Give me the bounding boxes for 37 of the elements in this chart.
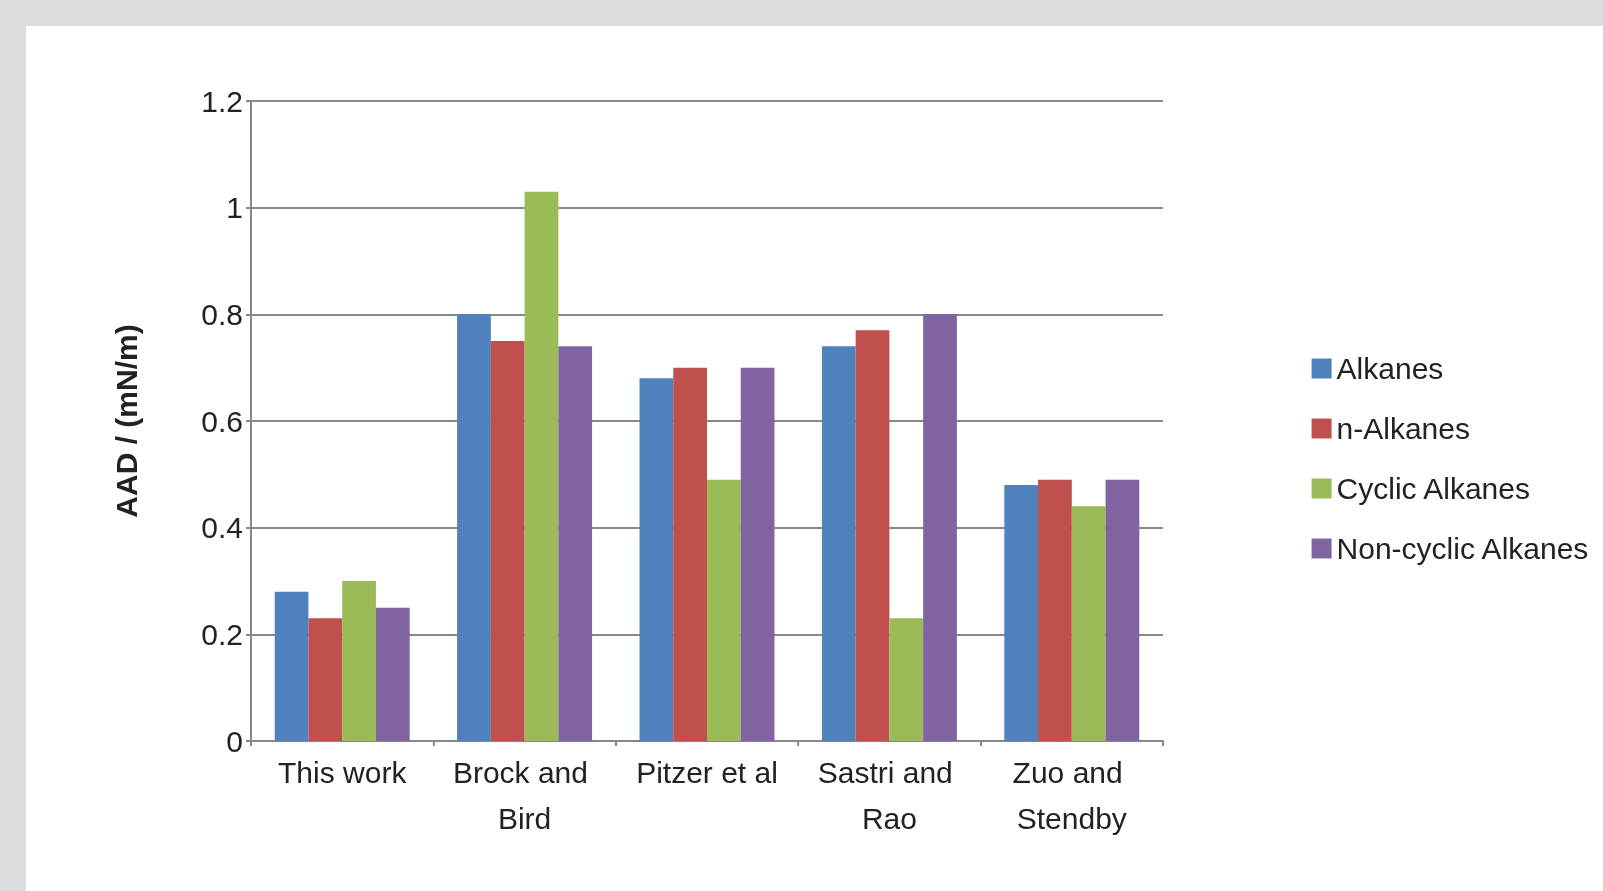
legend-label: Non-cyclic Alkanes xyxy=(1336,532,1589,565)
y-tick-label: 1.2 xyxy=(201,84,243,118)
x-tick-label: Pitzer et al xyxy=(636,755,778,789)
bar xyxy=(1038,479,1072,741)
bar xyxy=(1105,479,1140,741)
y-tick-label: 0.2 xyxy=(201,617,243,651)
bar xyxy=(889,618,924,741)
x-tick-label: Zuo and Stendby xyxy=(1012,755,1132,835)
legend-label: Cyclic Alkanes xyxy=(1336,472,1530,505)
bar xyxy=(1004,485,1039,741)
y-tick-label: 0 xyxy=(226,724,243,758)
bar xyxy=(821,346,856,741)
bar xyxy=(490,341,525,741)
bar xyxy=(740,367,775,741)
bar xyxy=(639,378,674,741)
bar xyxy=(274,591,309,741)
bar xyxy=(673,367,707,741)
legend-label: n-Alkanes xyxy=(1336,412,1470,445)
bar xyxy=(342,581,376,741)
y-tick-label: 0.6 xyxy=(201,404,243,438)
y-tick-label: 1 xyxy=(226,191,243,225)
x-tick-label: Sastri and Rao xyxy=(817,755,962,835)
y-tick-label: 0.4 xyxy=(201,511,243,545)
bar xyxy=(375,607,410,741)
bar xyxy=(524,191,559,741)
y-axis-title: AAD / (mN/m) xyxy=(109,324,143,518)
bar xyxy=(923,314,957,741)
x-tick-label: This work xyxy=(278,755,408,789)
bar xyxy=(308,618,343,741)
bar xyxy=(457,314,491,741)
bar xyxy=(707,479,741,741)
bar xyxy=(558,346,593,741)
bar xyxy=(855,330,890,741)
legend-label: Alkanes xyxy=(1336,352,1444,385)
x-tick-label: Brock and Bird xyxy=(452,755,597,835)
bar xyxy=(1071,506,1106,741)
y-tick-label: 0.8 xyxy=(201,297,243,331)
